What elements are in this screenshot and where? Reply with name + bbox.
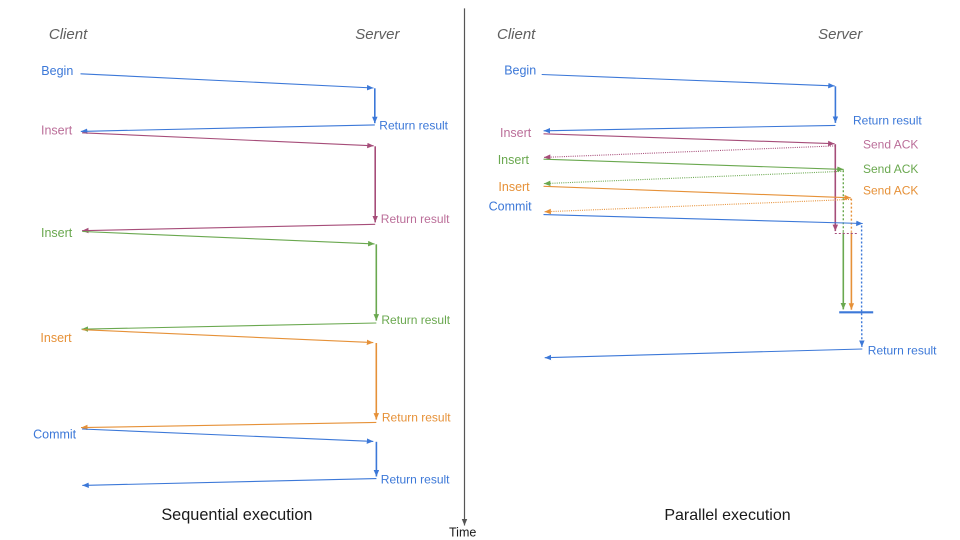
svg-text:Insert: Insert (40, 331, 72, 345)
svg-text:Insert: Insert (498, 180, 530, 194)
svg-text:Insert: Insert (500, 126, 532, 140)
svg-text:Server: Server (355, 26, 400, 43)
svg-text:Commit: Commit (33, 427, 77, 441)
svg-text:Begin: Begin (504, 64, 536, 78)
svg-text:Begin: Begin (41, 64, 73, 78)
svg-text:Server: Server (818, 26, 863, 43)
svg-text:Send ACK: Send ACK (863, 138, 918, 152)
svg-text:Insert: Insert (41, 226, 73, 240)
svg-text:Commit: Commit (489, 200, 533, 214)
svg-text:Return result: Return result (382, 410, 451, 424)
svg-text:Send ACK: Send ACK (863, 162, 918, 176)
svg-text:Return result: Return result (868, 343, 937, 357)
svg-text:Sequential execution: Sequential execution (161, 506, 312, 524)
svg-text:Return result: Return result (381, 313, 450, 327)
svg-text:Insert: Insert (41, 123, 73, 137)
svg-text:Send ACK: Send ACK (863, 183, 918, 197)
svg-text:Insert: Insert (498, 153, 530, 167)
svg-text:Return result: Return result (379, 118, 448, 132)
svg-text:Return result: Return result (381, 212, 450, 226)
svg-text:Return result: Return result (381, 473, 450, 487)
svg-text:Client: Client (49, 26, 88, 43)
svg-text:Time: Time (449, 526, 476, 540)
svg-text:Return result: Return result (853, 113, 922, 127)
svg-text:Parallel execution: Parallel execution (664, 507, 790, 524)
svg-text:Client: Client (497, 26, 536, 43)
